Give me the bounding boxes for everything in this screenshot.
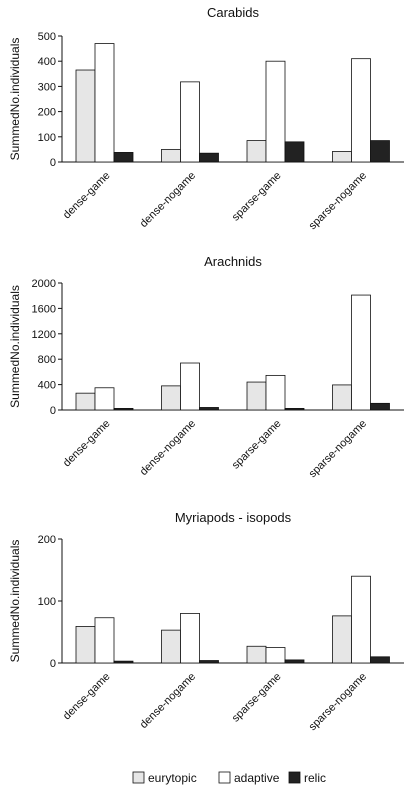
bar-eurytopic-sparse-game: [246, 645, 267, 664]
bar-adaptive-dense-nogame: [180, 81, 200, 163]
bar-relic-sparse-nogame: [370, 140, 390, 163]
legend-label-adaptive: adaptive: [234, 771, 280, 785]
y-tick-label: 0: [50, 157, 56, 169]
x-tick-label: sparse-nogame: [307, 418, 370, 481]
bar-adaptive-sparse-game: [265, 60, 286, 163]
bar-eurytopic-sparse-nogame: [332, 615, 352, 664]
bar-relic-dense-nogame: [199, 152, 219, 163]
x-tick-label: sparse-nogame: [307, 671, 370, 734]
bar-relic-dense-nogame: [199, 407, 219, 411]
bar-eurytopic-sparse-nogame: [332, 151, 352, 163]
y-tick-label: 0: [50, 658, 56, 670]
x-tick-label: dense-game: [61, 671, 113, 723]
x-tick-label: sparse-game: [230, 671, 284, 725]
y-tick-label: 1200: [32, 329, 56, 341]
chart-panel-1: Arachnids SummedNo.individuals 0 400 800 1200…: [8, 254, 404, 480]
bar-relic-sparse-game: [284, 659, 305, 664]
legend: eurytopic adaptive relic: [132, 771, 326, 785]
bar-relic-sparse-nogame: [370, 402, 390, 411]
bar-eurytopic-dense-game: [75, 626, 96, 664]
y-axis-label: SummedNo.individuals: [8, 285, 22, 408]
y-tick-label: 800: [38, 354, 56, 366]
bar-relic-sparse-game: [284, 141, 305, 163]
legend-label-relic: relic: [304, 771, 326, 785]
legend-swatch-adaptive: [218, 771, 231, 784]
x-tick-label: sparse-game: [230, 170, 284, 224]
x-tick-label: dense-nogame: [138, 671, 198, 731]
bar-relic-dense-game: [113, 660, 134, 664]
x-tick-label: sparse-game: [230, 418, 284, 472]
y-tick-label: 200: [38, 107, 56, 119]
bar-adaptive-dense-game: [94, 617, 115, 664]
chart-panel-2: Myriapods - isopods SummedNo.individuals 0…: [8, 510, 404, 733]
y-tick-label: 0: [50, 405, 56, 417]
y-tick-label: 500: [38, 31, 56, 43]
bar-relic-dense-game: [113, 152, 134, 163]
bar-adaptive-dense-nogame: [180, 362, 200, 411]
chart-title: Carabids: [207, 5, 260, 20]
y-tick-label: 300: [38, 81, 56, 93]
bar-relic-dense-game: [113, 408, 134, 411]
y-tick-label: 1600: [32, 303, 56, 315]
y-tick-label: 400: [38, 56, 56, 68]
bar-eurytopic-dense-nogame: [161, 629, 181, 664]
bar-adaptive-dense-nogame: [180, 613, 200, 664]
y-tick-label: 2000: [32, 278, 56, 290]
x-tick-label: dense-game: [61, 418, 113, 470]
legend-swatch-relic: [288, 771, 301, 784]
bar-eurytopic-dense-game: [75, 392, 96, 411]
bar-adaptive-sparse-game: [265, 374, 286, 411]
bar-adaptive-sparse-nogame: [351, 58, 371, 163]
y-tick-label: 100: [38, 596, 56, 608]
bar-adaptive-dense-game: [94, 43, 115, 163]
y-axis-label: SummedNo.individuals: [8, 38, 22, 161]
bar-eurytopic-dense-nogame: [161, 148, 181, 163]
bar-adaptive-dense-game: [94, 387, 115, 411]
chart-title: Myriapods - isopods: [175, 510, 292, 525]
bar-relic-dense-nogame: [199, 660, 219, 664]
legend-swatch-eurytopic: [132, 771, 145, 784]
chart-panel-0: Carabids SummedNo.individuals 0 100 200 300 40…: [8, 5, 404, 232]
legend-label-eurytopic: eurytopic: [148, 771, 197, 785]
y-tick-label: 100: [38, 132, 56, 144]
bar-relic-sparse-game: [284, 408, 305, 411]
y-tick-label: 400: [38, 380, 56, 392]
bar-adaptive-sparse-nogame: [351, 575, 371, 664]
bar-adaptive-sparse-nogame: [351, 294, 371, 411]
bar-eurytopic-sparse-nogame: [332, 384, 352, 411]
y-tick-label: 200: [38, 534, 56, 546]
x-tick-label: dense-nogame: [138, 170, 198, 230]
y-axis-label: SummedNo.individuals: [8, 540, 22, 663]
bar-eurytopic-dense-game: [75, 69, 96, 163]
chart-title: Arachnids: [204, 254, 262, 269]
x-tick-label: dense-nogame: [138, 418, 198, 478]
bar-relic-sparse-nogame: [370, 656, 390, 664]
chart-panels: Carabids SummedNo.individuals 0 100 200 300 40…: [8, 5, 404, 733]
bar-eurytopic-sparse-game: [246, 140, 267, 163]
bar-adaptive-sparse-game: [265, 647, 286, 664]
bar-eurytopic-sparse-game: [246, 381, 267, 411]
bar-eurytopic-dense-nogame: [161, 385, 181, 411]
x-tick-label: sparse-nogame: [307, 170, 370, 233]
x-tick-label: dense-game: [61, 170, 113, 222]
